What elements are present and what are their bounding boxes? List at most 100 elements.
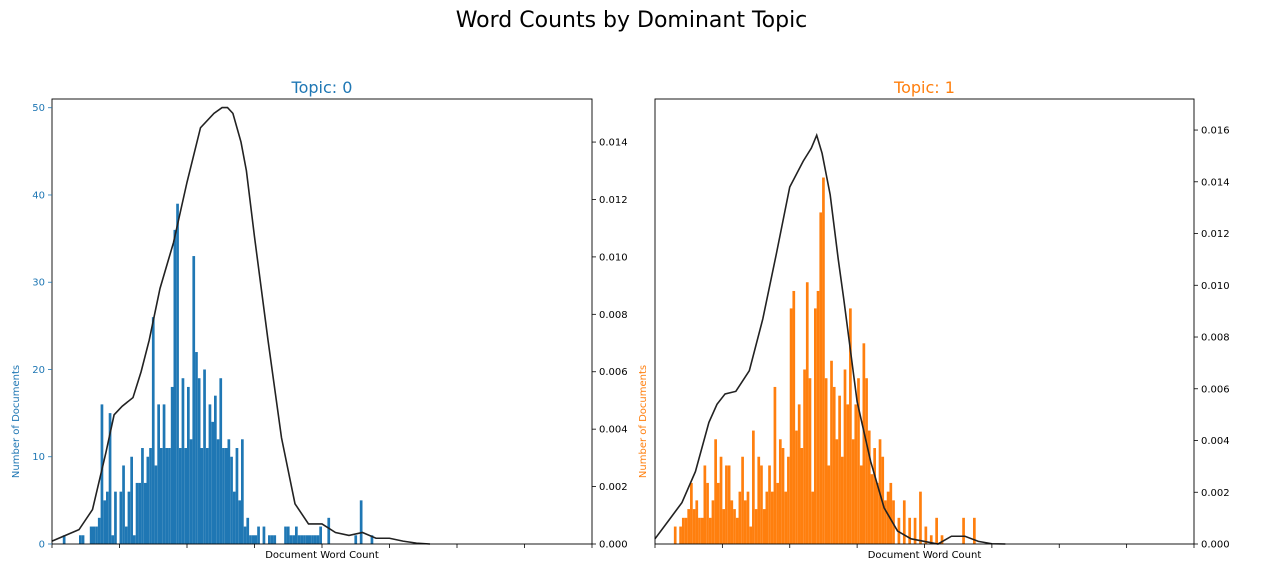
y2-tick-label: 0.010 xyxy=(1201,281,1230,292)
bar xyxy=(897,517,901,544)
bar xyxy=(165,448,169,544)
bar xyxy=(919,491,922,544)
bar xyxy=(730,500,734,544)
bar xyxy=(151,317,155,544)
bar xyxy=(286,526,290,544)
bar xyxy=(714,439,717,544)
bar xyxy=(241,439,244,544)
bar xyxy=(800,448,804,544)
bar xyxy=(192,256,196,544)
bar xyxy=(162,404,166,544)
bar xyxy=(733,509,736,544)
bar xyxy=(695,500,699,544)
bar xyxy=(173,229,177,544)
plot-frame xyxy=(654,98,1195,545)
y2-tick-label: 0.002 xyxy=(1201,488,1230,499)
y2-tick-label: 0.010 xyxy=(599,252,628,263)
bar xyxy=(178,448,182,544)
bar xyxy=(168,448,171,544)
bar xyxy=(973,517,976,544)
bar xyxy=(838,395,841,544)
bar xyxy=(292,535,295,544)
bar xyxy=(684,517,688,544)
density-curve xyxy=(51,106,431,545)
bar xyxy=(703,465,707,544)
bar xyxy=(846,404,850,544)
bar xyxy=(81,535,85,544)
bar xyxy=(830,360,833,544)
bar xyxy=(230,456,233,544)
bar xyxy=(749,526,753,544)
bar xyxy=(232,491,236,544)
bar xyxy=(757,456,761,544)
bar xyxy=(200,448,204,544)
y-tick-label: 40 xyxy=(32,190,45,201)
bar xyxy=(235,448,239,544)
bar xyxy=(706,482,709,544)
bar xyxy=(805,282,809,544)
bar xyxy=(141,448,144,544)
y2-tick-label: 0.008 xyxy=(599,310,628,321)
bar xyxy=(849,308,852,544)
bar xyxy=(808,378,812,544)
bar xyxy=(711,500,715,544)
bar xyxy=(816,290,820,544)
bar xyxy=(770,491,774,544)
bar xyxy=(108,413,112,544)
bar xyxy=(122,465,125,544)
bar xyxy=(303,535,306,544)
bar xyxy=(690,482,693,544)
bar xyxy=(743,500,747,544)
bar xyxy=(741,456,744,544)
figure-title: Word Counts by Dominant Topic xyxy=(455,8,808,33)
y-tick-label: 10 xyxy=(32,452,45,463)
bar xyxy=(251,535,255,544)
bar xyxy=(700,517,704,544)
bar xyxy=(308,535,312,544)
y-axis-label: Number of Documents xyxy=(11,365,22,478)
subplot-title: Topic: 0 xyxy=(291,78,353,97)
bar xyxy=(738,491,742,544)
bar xyxy=(157,404,160,544)
bar xyxy=(246,517,250,544)
bar xyxy=(843,369,847,544)
bar xyxy=(238,500,241,544)
bar xyxy=(803,369,806,544)
bar xyxy=(673,526,677,544)
y-axis-label: Number of Documents xyxy=(638,365,649,478)
bar xyxy=(273,535,277,544)
bar xyxy=(835,439,839,544)
bar xyxy=(679,526,682,544)
bar xyxy=(698,517,701,544)
bar xyxy=(138,482,142,544)
bar xyxy=(687,509,691,544)
bar xyxy=(832,386,836,544)
bar xyxy=(822,177,825,544)
bar xyxy=(227,439,231,544)
bar xyxy=(354,535,358,544)
bar xyxy=(100,404,104,544)
bar xyxy=(873,448,876,544)
bar xyxy=(722,509,726,544)
bar xyxy=(735,517,739,544)
bar xyxy=(62,535,66,544)
bar xyxy=(149,448,152,544)
bar xyxy=(692,509,696,544)
bar xyxy=(940,535,944,544)
bar xyxy=(924,526,928,544)
y2-tick-label: 0.014 xyxy=(1201,177,1230,188)
bar xyxy=(795,430,798,544)
bar xyxy=(95,526,98,544)
bar xyxy=(135,482,139,544)
bar xyxy=(865,378,868,544)
y2-tick-label: 0.008 xyxy=(1201,333,1230,344)
bar xyxy=(154,465,158,544)
bar xyxy=(935,517,938,544)
bar xyxy=(219,378,223,544)
bar xyxy=(114,491,117,544)
bar xyxy=(884,500,887,544)
bar xyxy=(359,500,363,544)
bar xyxy=(181,378,185,544)
bar xyxy=(784,491,788,544)
y2-tick-label: 0.004 xyxy=(599,425,628,436)
